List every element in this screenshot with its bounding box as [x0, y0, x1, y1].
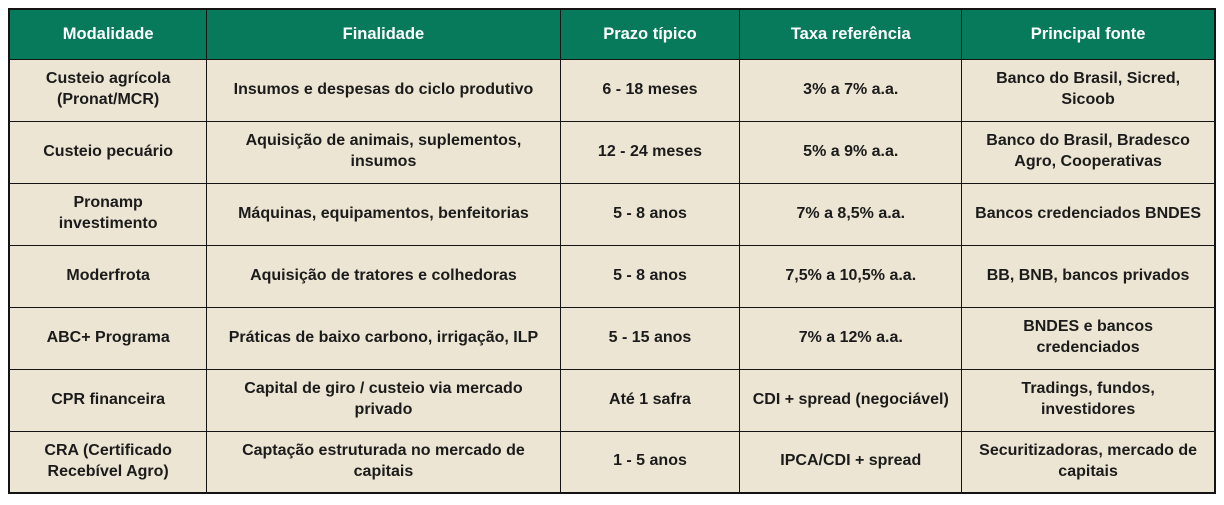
- table-row: Custeio agrícola (Pronat/MCR) Insumos e …: [8, 58, 1216, 122]
- rural-credit-table: Modalidade Finalidade Prazo típico Taxa …: [8, 8, 1216, 494]
- cell-modalidade: Moderfrota: [8, 244, 208, 308]
- cell-fonte: Banco do Brasil, Bradesco Agro, Cooperat…: [961, 120, 1216, 184]
- cell-finalidade: Aquisição de tratores e colhedoras: [206, 244, 561, 308]
- table-row: CRA (Certificado Recebível Agro) Captaçã…: [8, 430, 1216, 494]
- cell-modalidade: Custeio pecuário: [8, 120, 208, 184]
- column-header-finalidade: Finalidade: [206, 8, 561, 60]
- cell-finalidade: Capital de giro / custeio via mercado pr…: [206, 368, 561, 432]
- cell-taxa: IPCA/CDI + spread: [739, 430, 963, 494]
- cell-taxa: 7% a 8,5% a.a.: [739, 182, 963, 246]
- cell-finalidade: Máquinas, equipamentos, benfeitorias: [206, 182, 561, 246]
- cell-modalidade: Custeio agrícola (Pronat/MCR): [8, 58, 208, 122]
- cell-fonte: Securitizadoras, mercado de capitais: [961, 430, 1216, 494]
- cell-taxa: 7% a 12% a.a.: [739, 306, 963, 370]
- column-header-fonte: Principal fonte: [961, 8, 1216, 60]
- cell-taxa: 5% a 9% a.a.: [739, 120, 963, 184]
- column-header-taxa: Taxa referência: [739, 8, 963, 60]
- cell-prazo: 1 - 5 anos: [559, 430, 741, 494]
- cell-modalidade: ABC+ Programa: [8, 306, 208, 370]
- column-header-modalidade: Modalidade: [8, 8, 208, 60]
- cell-modalidade: CPR financeira: [8, 368, 208, 432]
- table-row: ABC+ Programa Práticas de baixo carbono,…: [8, 306, 1216, 370]
- cell-finalidade: Captação estruturada no mercado de capit…: [206, 430, 561, 494]
- cell-finalidade: Insumos e despesas do ciclo produtivo: [206, 58, 561, 122]
- cell-finalidade: Aquisição de animais, suplementos, insum…: [206, 120, 561, 184]
- cell-prazo: Até 1 safra: [559, 368, 741, 432]
- cell-modalidade: Pronamp investimento: [8, 182, 208, 246]
- column-header-prazo: Prazo típico: [559, 8, 741, 60]
- cell-fonte: BB, BNB, bancos privados: [961, 244, 1216, 308]
- cell-modalidade: CRA (Certificado Recebível Agro): [8, 430, 208, 494]
- cell-taxa: 3% a 7% a.a.: [739, 58, 963, 122]
- cell-fonte: BNDES e bancos credenciados: [961, 306, 1216, 370]
- table-row: CPR financeira Capital de giro / custeio…: [8, 368, 1216, 432]
- cell-finalidade: Práticas de baixo carbono, irrigação, IL…: [206, 306, 561, 370]
- table-row: Pronamp investimento Máquinas, equipamen…: [8, 182, 1216, 246]
- cell-prazo: 6 - 18 meses: [559, 58, 741, 122]
- cell-taxa: 7,5% a 10,5% a.a.: [739, 244, 963, 308]
- cell-prazo: 5 - 8 anos: [559, 244, 741, 308]
- cell-prazo: 5 - 8 anos: [559, 182, 741, 246]
- cell-prazo: 5 - 15 anos: [559, 306, 741, 370]
- table-row: Moderfrota Aquisição de tratores e colhe…: [8, 244, 1216, 308]
- cell-fonte: Banco do Brasil, Sicred, Sicoob: [961, 58, 1216, 122]
- header-row: Modalidade Finalidade Prazo típico Taxa …: [8, 8, 1216, 60]
- cell-fonte: Bancos credenciados BNDES: [961, 182, 1216, 246]
- table-row: Custeio pecuário Aquisição de animais, s…: [8, 120, 1216, 184]
- cell-taxa: CDI + spread (negociável): [739, 368, 963, 432]
- cell-prazo: 12 - 24 meses: [559, 120, 741, 184]
- cell-fonte: Tradings, fundos, investidores: [961, 368, 1216, 432]
